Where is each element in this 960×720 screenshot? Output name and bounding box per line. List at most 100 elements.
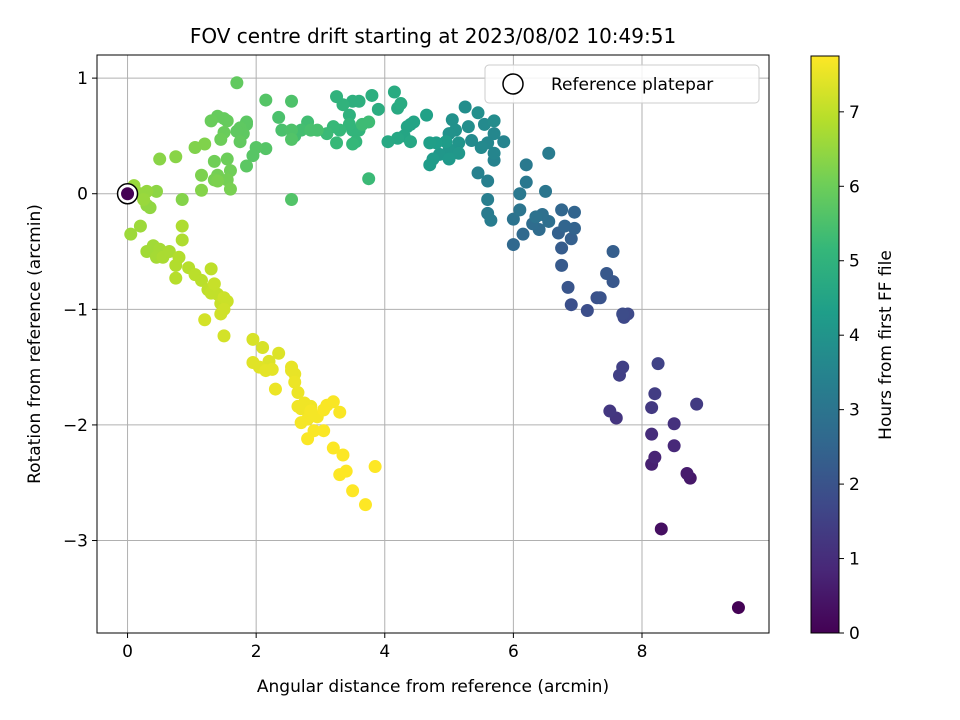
legend-box [484, 64, 760, 104]
data-point [217, 329, 231, 343]
data-point [246, 332, 260, 346]
legend: Reference platepar [484, 64, 760, 104]
reference-point-dot [121, 187, 135, 201]
data-point [567, 205, 581, 219]
data-point [539, 184, 553, 198]
data-point [288, 375, 302, 389]
x-tick-label: 6 [508, 642, 519, 662]
x-tick-label: 2 [251, 642, 262, 662]
data-point [326, 395, 340, 409]
data-point [645, 401, 659, 415]
colorbar-gradient [811, 56, 839, 633]
data-point [645, 427, 659, 441]
data-point [275, 123, 289, 137]
data-point [484, 213, 498, 227]
data-point [420, 108, 434, 122]
data-point [516, 227, 530, 241]
data-point [580, 303, 594, 317]
colorbar: 0 1 2 3 4 5 6 7 Hours from first FF file [810, 55, 896, 644]
data-point [461, 120, 475, 134]
data-point [124, 227, 138, 241]
data-point [265, 362, 279, 376]
data-point [648, 450, 662, 464]
data-point [519, 175, 533, 189]
data-point [285, 132, 299, 146]
data-point [519, 158, 533, 172]
data-point [272, 346, 286, 360]
data-point [555, 203, 569, 217]
data-point [654, 522, 668, 536]
data-point [304, 404, 318, 418]
data-point [465, 134, 479, 148]
data-point [240, 159, 254, 173]
data-point [606, 245, 620, 259]
reference-marker [116, 182, 139, 205]
data-point [471, 106, 485, 120]
data-point [362, 172, 376, 186]
data-point [153, 152, 167, 166]
colorbar-tick-label: 6 [849, 177, 860, 197]
data-point [162, 245, 176, 259]
data-point [481, 174, 495, 188]
data-point [616, 360, 630, 374]
data-point [230, 124, 244, 138]
data-point [355, 117, 369, 131]
data-point [445, 113, 459, 127]
y-tick-label: −2 [63, 416, 88, 436]
data-point [542, 146, 556, 160]
data-point [452, 146, 466, 160]
colorbar-label: Hours from first FF file [876, 250, 896, 440]
data-point [529, 210, 543, 224]
data-point [169, 258, 183, 272]
data-point [506, 212, 520, 226]
data-point [291, 386, 305, 400]
x-tick-label: 0 [122, 642, 133, 662]
data-point [564, 232, 578, 246]
x-tick-label: 4 [379, 642, 390, 662]
data-point [558, 219, 572, 233]
legend-entry-label: Reference platepar [551, 75, 713, 95]
data-point [513, 187, 527, 201]
data-point [204, 262, 218, 276]
data-point [169, 150, 183, 164]
data-point [423, 158, 437, 172]
data-point [317, 424, 331, 438]
colorbar-tick-label: 2 [849, 475, 860, 495]
data-point [285, 364, 299, 378]
data-point [346, 137, 360, 151]
data-point [230, 76, 244, 90]
data-point [600, 266, 614, 280]
data-point [211, 174, 225, 188]
data-point [371, 102, 385, 116]
data-point [272, 110, 286, 124]
data-point [342, 108, 356, 122]
data-point [137, 193, 151, 206]
data-point [194, 168, 208, 182]
data-point [246, 149, 260, 163]
data-point [175, 219, 189, 233]
y-tick-label: −3 [63, 532, 88, 552]
data-point [285, 94, 299, 108]
data-point [259, 93, 273, 107]
data-point [513, 203, 527, 217]
data-point [336, 448, 350, 462]
data-point [133, 219, 147, 233]
x-axis-ticks: 0 2 4 6 8 [122, 633, 647, 662]
data-point [381, 135, 395, 149]
data-point [223, 182, 237, 196]
data-point [555, 241, 569, 255]
colorbar-frame [810, 55, 840, 634]
data-point [561, 280, 575, 294]
x-axis-label: Angular distance from reference (arcmin) [257, 677, 609, 697]
data-point [452, 136, 466, 150]
data-point [194, 273, 208, 287]
data-point [667, 417, 681, 431]
data-point [294, 416, 308, 430]
data-point [310, 123, 324, 137]
data-point [194, 183, 208, 197]
data-point [471, 166, 485, 180]
y-axis-ticks: −3 −2 −1 0 1 [63, 69, 97, 552]
data-point [198, 313, 212, 327]
data-point [564, 298, 578, 312]
data-point [506, 238, 520, 252]
